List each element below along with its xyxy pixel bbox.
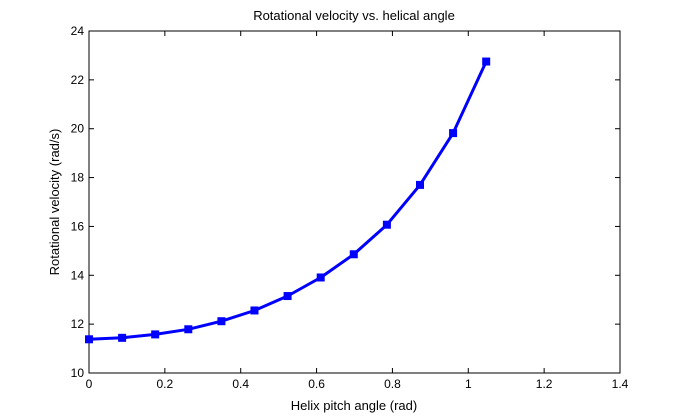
data-point	[316, 273, 325, 282]
y-tick-label: 12	[71, 317, 85, 331]
data-point	[85, 335, 93, 344]
y-tick-label: 14	[71, 268, 85, 282]
data-point	[217, 317, 226, 326]
data-point	[250, 306, 259, 315]
y-tick-label: 18	[71, 171, 85, 185]
data-point	[482, 57, 491, 66]
x-tick-label: 0.2	[157, 377, 174, 391]
y-tick-label: 10	[71, 366, 85, 380]
chart-title: Rotational velocity vs. helical angle	[253, 8, 455, 23]
x-tick-label: 0.4	[232, 377, 249, 391]
data-point	[382, 220, 391, 229]
axes-box	[88, 30, 621, 374]
y-tick-label: 16	[71, 219, 85, 233]
plot-area: 0 0.2 0.4 0.6 0.8 1 1.2 1.4 10 12 14 16 18 20 22 24	[71, 24, 629, 391]
y-axis-label: Rotational velocity (rad/s)	[47, 129, 62, 276]
x-tick-label: 1.2	[536, 377, 553, 391]
x-tick-label: 0.6	[308, 377, 325, 391]
x-tick-label: 1.4	[612, 377, 629, 391]
y-tick-label: 24	[71, 24, 85, 38]
data-point	[118, 333, 127, 342]
data-point	[151, 330, 160, 339]
x-tick-label: 0	[86, 377, 93, 391]
x-axis-label: Helix pitch angle (rad)	[291, 398, 417, 413]
x-tick-label: 1	[465, 377, 472, 391]
data-point	[349, 250, 358, 259]
data-point	[283, 292, 292, 301]
data-point	[416, 180, 425, 189]
y-tick-label: 22	[71, 73, 85, 87]
y-tick-label: 20	[71, 122, 85, 136]
data-point	[449, 129, 458, 138]
data-point	[184, 325, 193, 334]
x-tick-label: 0.8	[384, 377, 401, 391]
